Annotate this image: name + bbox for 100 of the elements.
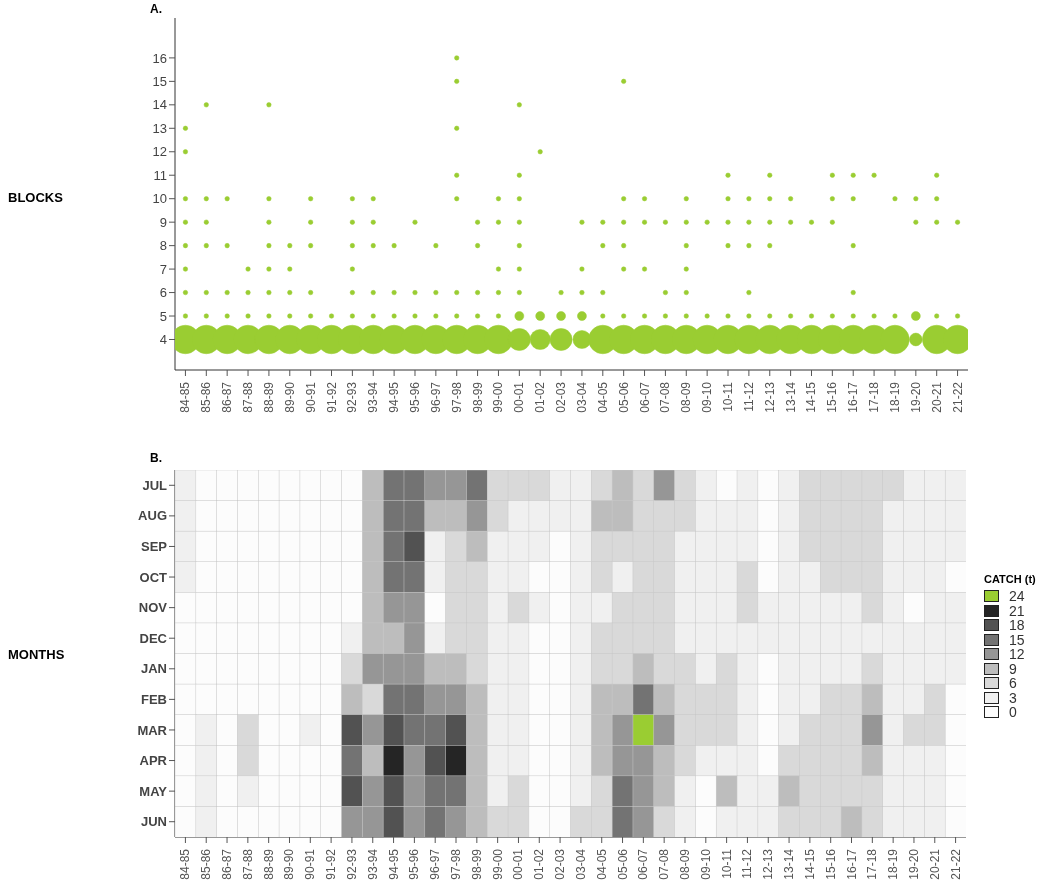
- x-tick-label: 16-17: [844, 848, 859, 880]
- y-tick-label: 5: [159, 308, 167, 324]
- x-tick-label: 03-04: [574, 381, 589, 413]
- x-tick-label: 89-90: [282, 848, 297, 880]
- y-axis-title: BLOCKS: [8, 190, 63, 205]
- y-tick-label: 14: [152, 97, 167, 113]
- x-tick-label: 91-92: [324, 848, 339, 880]
- y-tick-label: 10: [152, 191, 167, 207]
- x-tick-label: 13-14: [783, 381, 798, 413]
- x-tick-label: 16-17: [846, 381, 861, 413]
- y-tick-label: JUN: [140, 814, 167, 830]
- x-tick-label: 19-20: [908, 381, 923, 413]
- x-tick-label: 96-97: [428, 381, 443, 413]
- x-tick-label: 93-94: [365, 848, 380, 880]
- y-tick-label: 7: [159, 261, 167, 277]
- x-tick-label: 09-10: [700, 381, 715, 413]
- y-tick-label: MAR: [137, 722, 168, 738]
- x-tick-label: 13-14: [782, 848, 797, 880]
- x-tick-label: 00-01: [511, 848, 526, 880]
- chart-title: A.: [150, 2, 162, 16]
- x-tick-label: 98-99: [469, 848, 484, 880]
- y-tick-label: DEC: [139, 630, 168, 646]
- x-tick-label: 12-13: [761, 848, 776, 880]
- x-tick-label: 05-06: [616, 381, 631, 413]
- x-tick-label: 11-12: [740, 848, 755, 879]
- x-tick-label: 97-98: [449, 381, 464, 413]
- x-tick-label: 07-08: [658, 381, 673, 413]
- y-tick-label: 16: [152, 50, 167, 66]
- x-tick-label: 11-12: [741, 381, 756, 412]
- y-tick-label: JAN: [140, 661, 167, 677]
- y-tick-label: 12: [152, 144, 167, 160]
- color-bar-label: 18: [1009, 617, 1025, 634]
- x-tick-label: 87-88: [240, 848, 255, 880]
- y-tick-label: 15: [152, 73, 167, 89]
- x-tick-label: 03-04: [573, 848, 588, 880]
- x-tick-label: 87-88: [241, 381, 256, 413]
- chart-title: B.: [150, 451, 162, 465]
- x-tick-label: 14-15: [804, 381, 819, 413]
- x-tick-label: 20-21: [929, 381, 944, 413]
- color-bar-label: 0: [1009, 704, 1017, 721]
- y-tick-label: MAY: [139, 783, 168, 799]
- x-tick-label: 85-86: [199, 381, 214, 413]
- x-tick-label: 96-97: [428, 848, 443, 880]
- x-tick-label: 88-89: [261, 848, 276, 880]
- x-tick-label: 99-00: [490, 848, 505, 880]
- x-tick-label: 15-16: [825, 381, 840, 413]
- y-tick-label: 9: [159, 214, 167, 230]
- x-tick-label: 01-02: [533, 381, 548, 413]
- y-tick-label: APR: [139, 753, 168, 769]
- y-tick-label: 6: [159, 285, 167, 301]
- x-tick-label: 04-05: [595, 381, 610, 413]
- x-tick-label: 93-94: [366, 381, 381, 413]
- x-tick-label: 84-85: [178, 848, 193, 880]
- y-tick-label: JUL: [142, 477, 168, 493]
- x-tick-label: 09-10: [698, 848, 713, 880]
- x-tick-label: 10-11: [721, 381, 736, 412]
- y-tick-label: 13: [152, 120, 167, 136]
- color-bar-label: 12: [1009, 646, 1025, 663]
- y-tick-label: AUG: [138, 508, 167, 524]
- x-tick-label: 10-11: [719, 848, 734, 879]
- x-tick-label: 06-07: [637, 381, 652, 413]
- x-tick-label: 85-86: [199, 848, 214, 880]
- x-tick-label: 04-05: [594, 848, 609, 880]
- x-tick-label: 90-91: [303, 381, 318, 413]
- x-tick-label: 21-22: [948, 848, 963, 880]
- x-tick-label: 06-07: [636, 848, 651, 880]
- x-tick-label: 05-06: [615, 848, 630, 880]
- x-tick-label: 02-03: [553, 848, 568, 880]
- x-tick-label: 86-87: [220, 848, 235, 880]
- color-bar-label: 24: [1009, 588, 1025, 605]
- x-tick-label: 94-95: [387, 381, 402, 413]
- x-tick-label: 88-89: [261, 381, 276, 413]
- y-tick-label: 8: [159, 238, 167, 254]
- y-tick-label: NOV: [138, 600, 168, 616]
- x-tick-label: 21-22: [950, 381, 965, 413]
- x-tick-label: 99-00: [491, 381, 506, 413]
- y-tick-label: 4: [159, 332, 167, 348]
- x-tick-label: 92-93: [344, 848, 359, 880]
- y-tick-label: FEB: [141, 691, 167, 707]
- color-bar-label: 6: [1009, 675, 1017, 692]
- x-tick-label: 15-16: [823, 848, 838, 880]
- y-tick-label: OCT: [139, 569, 168, 585]
- x-tick-label: 20-21: [927, 848, 942, 880]
- x-tick-label: 08-09: [679, 381, 694, 413]
- x-tick-label: 95-96: [407, 848, 422, 880]
- x-tick-label: 00-01: [512, 381, 527, 413]
- x-tick-label: 17-18: [865, 848, 880, 880]
- y-tick-label: SEP: [140, 539, 168, 555]
- x-tick-label: 19-20: [906, 848, 921, 880]
- y-axis-title: MONTHS: [8, 647, 65, 662]
- x-tick-label: 12-13: [762, 381, 777, 413]
- color-bar-label: 21: [1009, 602, 1025, 619]
- x-tick-label: 08-09: [677, 848, 692, 880]
- x-tick-label: 17-18: [867, 381, 882, 413]
- x-tick-label: 91-92: [324, 381, 339, 413]
- x-tick-label: 86-87: [220, 381, 235, 413]
- x-tick-label: 18-19: [886, 848, 901, 880]
- color-bar-label: 9: [1009, 660, 1017, 677]
- x-tick-label: 92-93: [345, 381, 360, 413]
- x-tick-label: 07-08: [657, 848, 672, 880]
